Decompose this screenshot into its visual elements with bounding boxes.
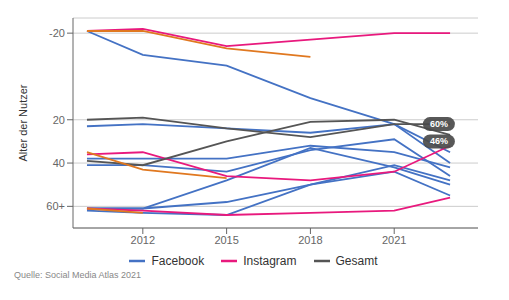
- html-text:Gesamt: Gesamt: [335, 254, 378, 268]
- svg-text:60+: 60+: [46, 200, 65, 212]
- html-text:Quelle: Social Media Atlas 202: Quelle: Social Media Atlas 2021: [14, 270, 142, 280]
- svg-text:2012: 2012: [131, 234, 155, 246]
- svg-text:-20: -20: [49, 27, 65, 39]
- svg-text:60%: 60%: [430, 119, 448, 129]
- html-text:Facebook: Facebook: [151, 254, 205, 268]
- svg-text:2021: 2021: [382, 234, 406, 246]
- svg-text:2018: 2018: [298, 234, 322, 246]
- svg-text:Alter der Nutzer: Alter der Nutzer: [17, 84, 29, 161]
- svg-text:2015: 2015: [214, 234, 238, 246]
- html-text:Instagram: Instagram: [243, 254, 297, 268]
- svg-text:20: 20: [53, 114, 65, 126]
- svg-text:40: 40: [53, 157, 65, 169]
- svg-text:46%: 46%: [430, 136, 448, 146]
